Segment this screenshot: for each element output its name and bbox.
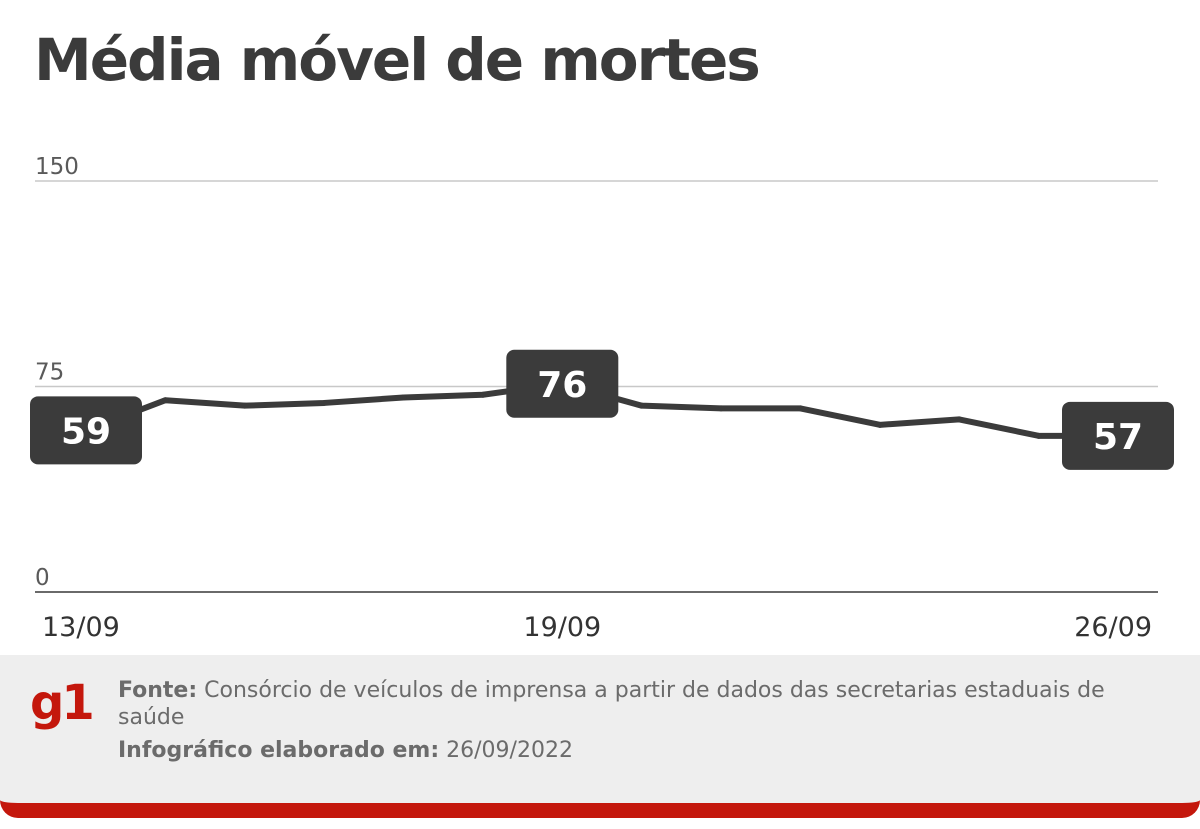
source-text: Consórcio de veículos de imprensa a part… (118, 678, 1105, 730)
data-label: 76 (537, 365, 587, 406)
data-label: 57 (1093, 417, 1143, 458)
y-tick-label: 0 (35, 565, 50, 591)
date-label: Infográfico elaborado em: (118, 738, 440, 763)
data-point (718, 405, 725, 412)
source-note: Fonte: Consórcio de veículos de imprensa… (118, 677, 1118, 731)
data-point (479, 391, 486, 398)
data-point (1035, 432, 1042, 439)
y-tick-label: 150 (35, 154, 79, 180)
data-point (797, 405, 804, 412)
data-point (241, 402, 248, 409)
data-point (638, 402, 645, 409)
data-point (956, 416, 963, 423)
x-tick-label: 26/09 (1074, 612, 1152, 643)
footer: g1 Fonte: Consórcio de veículos de impre… (0, 655, 1200, 818)
line-chart: 0 75 150 13/09 19/09 26/09 59 76 57 (30, 154, 1174, 643)
data-point (400, 394, 407, 401)
y-tick-label: 75 (35, 360, 64, 386)
data-label-box (30, 396, 142, 465)
date-note: Infográfico elaborado em: 26/09/2022 (118, 738, 573, 763)
data-label-box (506, 349, 619, 418)
x-tick-label: 13/09 (42, 612, 120, 643)
data-point (321, 399, 328, 406)
data-label-box (1062, 401, 1174, 470)
x-tick-label: 19/09 (523, 612, 601, 643)
data-point (162, 397, 169, 404)
date-value: 26/09/2022 (446, 738, 573, 763)
g1-logo: g1 (30, 675, 95, 731)
data-label: 59 (61, 411, 111, 452)
chart-title: Média móvel de mortes (34, 26, 761, 94)
source-label: Fonte: (118, 678, 198, 703)
data-point (876, 421, 883, 428)
